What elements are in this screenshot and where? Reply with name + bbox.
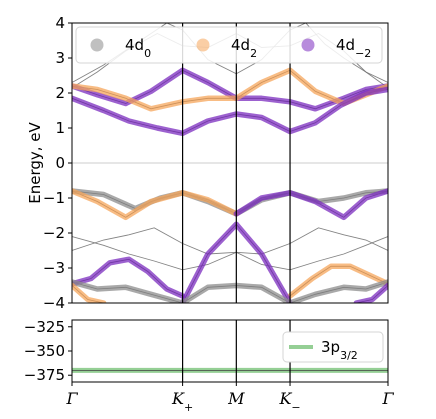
bands-panel: −4 −3 −2 −1 0 1 2 3 4 Energy, eV 4d0 4d2 4d−2 (26, 14, 389, 312)
y-tick-label: −325 (24, 318, 65, 336)
core-legend: 3p3/2 (282, 331, 384, 363)
y-tick-label: 3 (55, 49, 65, 67)
projected-band-4d2 (72, 282, 107, 303)
legend-label: 4d2 (231, 36, 257, 60)
projected-band-4d2 (72, 188, 240, 221)
core-legend-box (282, 331, 384, 363)
core-legend-label: 3p3/2 (321, 338, 358, 362)
legend-box (75, 26, 383, 64)
projected-band-4d−2 (353, 282, 388, 303)
legend-marker (90, 38, 104, 52)
y-tick-label: −3 (43, 259, 65, 277)
y-tick-label: −2 (43, 224, 65, 242)
y-tick-label: 2 (55, 84, 65, 102)
y-tick-label: −350 (24, 342, 65, 360)
x-tick-label: M (227, 389, 245, 408)
projected-band-4d−2 (233, 188, 388, 221)
y-tick-label: 0 (55, 154, 65, 172)
x-tick-label: Γ (381, 389, 394, 408)
y-tick-label: 1 (55, 119, 65, 137)
y-tick-label: −4 (43, 294, 65, 312)
y-tick-label: −375 (24, 366, 65, 384)
x-tick-label: K− (278, 389, 300, 414)
legend-label: 4d−2 (336, 36, 371, 60)
bands-legend: 4d0 4d2 4d−2 (75, 26, 383, 64)
core-panel: −325 −350 −375 3p3/2 (24, 318, 389, 384)
legend-marker (301, 38, 315, 52)
y-axis-label: Energy, eV (26, 121, 44, 203)
x-tick-label: K+ (171, 389, 193, 414)
legend-label: 4d0 (125, 36, 151, 60)
legend-marker (196, 38, 210, 52)
y-tick-label: 4 (55, 14, 65, 32)
projected-band-4d−2 (72, 256, 186, 299)
projected-band-4d2 (287, 263, 388, 299)
x-tick-label: Γ (65, 389, 78, 408)
y-tick-label: −1 (43, 189, 65, 207)
